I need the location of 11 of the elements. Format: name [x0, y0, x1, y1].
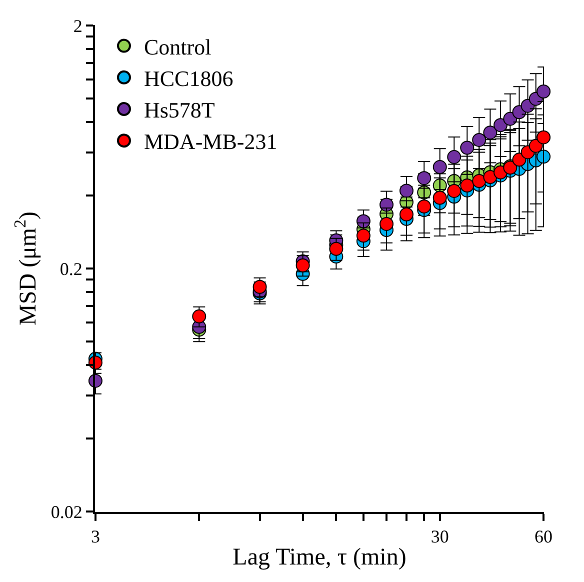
x-axis-title: Lag Time, τ (min)	[232, 544, 406, 570]
x-tick-label: 30	[430, 526, 449, 547]
x-tick-label: 60	[534, 526, 553, 547]
x-tick-label: 3	[90, 526, 100, 547]
y-tick-label: 0.02	[50, 502, 82, 522]
legend-label: MDA-MB-231	[144, 129, 278, 154]
y-tick-label: 2	[73, 16, 82, 36]
y-tick-label: 0.2	[60, 258, 82, 279]
legend-label: Hs578T	[144, 98, 216, 123]
legend-label: Control	[144, 34, 212, 60]
legend-label: HCC1806	[144, 66, 234, 91]
